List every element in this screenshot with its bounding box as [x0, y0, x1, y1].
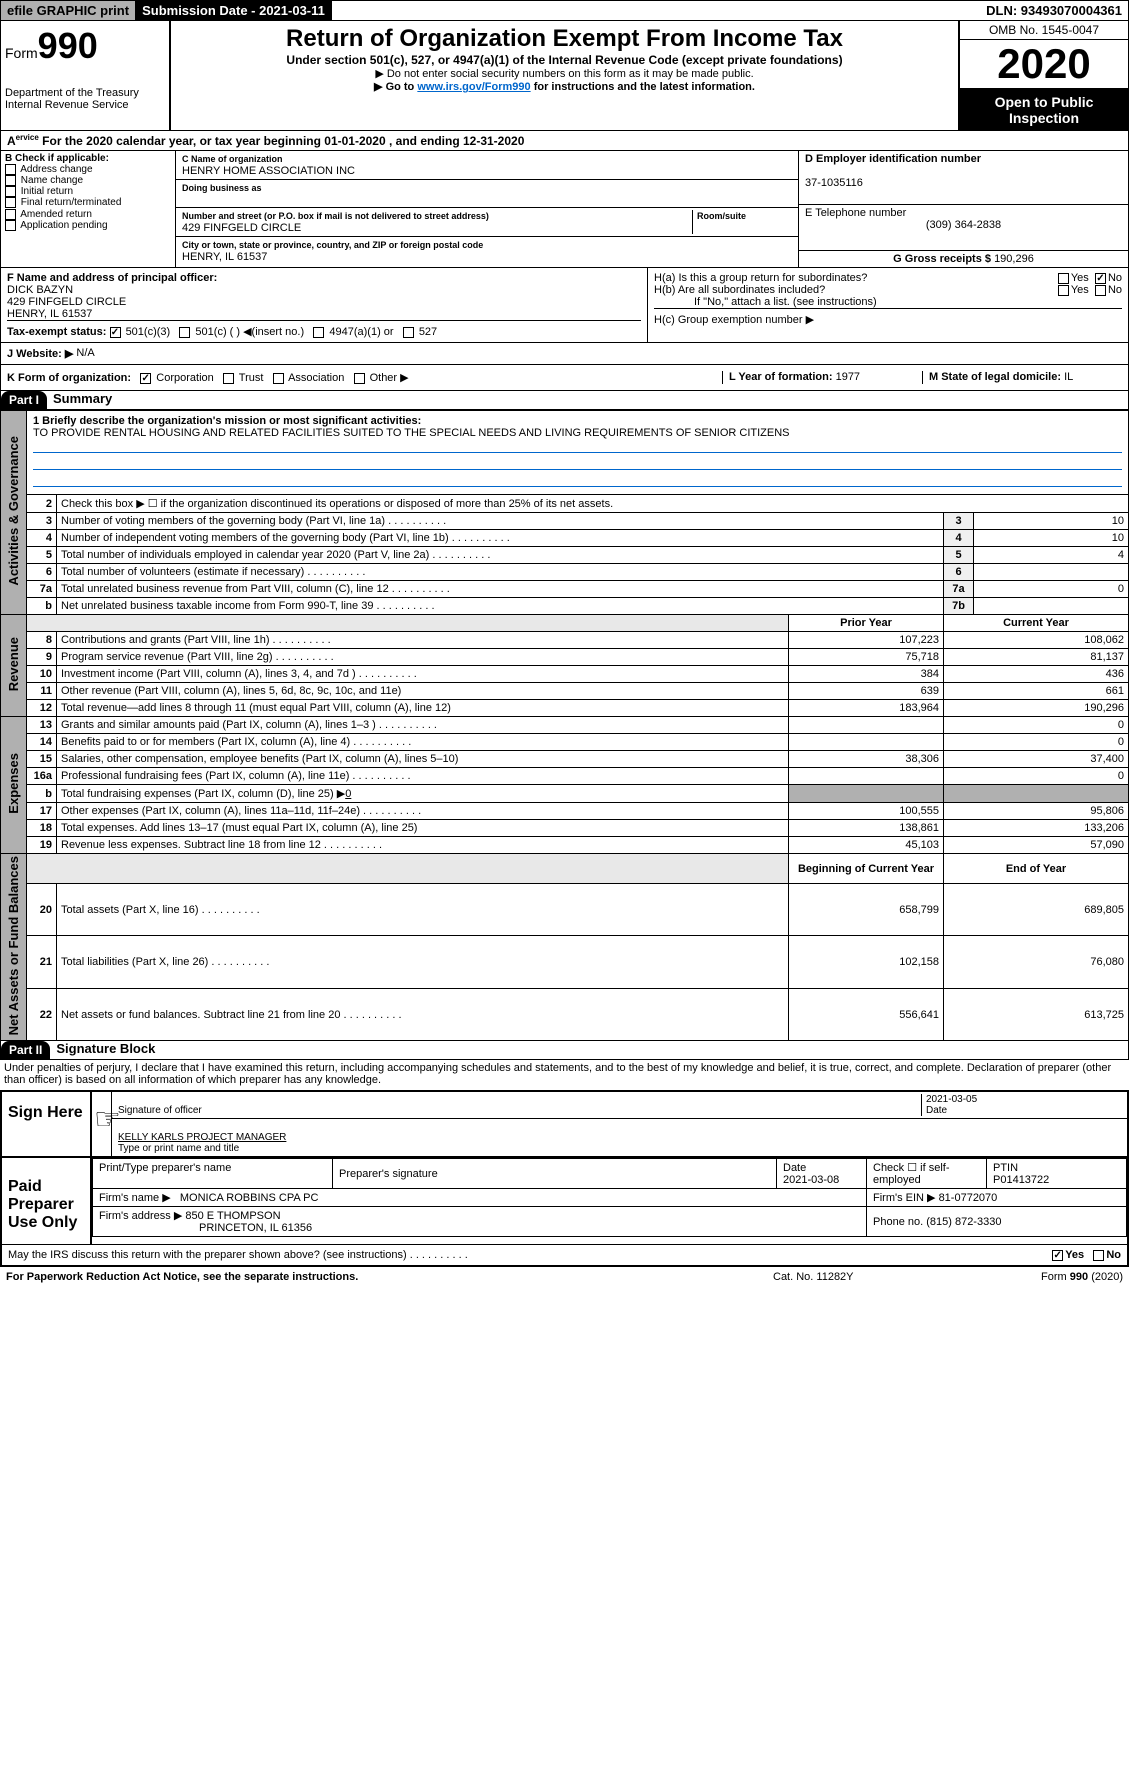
irs: Internal Revenue Service [5, 99, 165, 111]
box-m: M State of legal domicile: IL [922, 371, 1122, 384]
address-row: Number and street (or P.O. box if mail i… [176, 208, 798, 237]
tab-expenses: Expenses [1, 717, 27, 854]
officer-section: F Name and address of principal officer:… [0, 268, 1129, 343]
submission-date: Submission Date - 2021-03-11 [136, 1, 332, 20]
phone-row: E Telephone number (309) 364-2838 [799, 205, 1128, 251]
summary-table: Activities & Governance 1 Briefly descri… [0, 410, 1129, 1041]
irs-link[interactable]: www.irs.gov/Form990 [417, 81, 530, 93]
box-i: Tax-exempt status: 501(c)(3) 501(c) ( ) … [7, 320, 641, 338]
tab-netassets: Net Assets or Fund Balances [1, 854, 27, 1041]
discuss-row: May the IRS discuss this return with the… [2, 1244, 1127, 1265]
dba-row: Doing business as [176, 180, 798, 208]
box-h: H(a) Is this a group return for subordin… [648, 268, 1128, 342]
tax-year: 2020 [960, 40, 1128, 90]
efile-button[interactable]: efile GRAPHIC print [1, 1, 136, 20]
note-ssn: ▶ Do not enter social security numbers o… [191, 67, 938, 80]
box-f: F Name and address of principal officer:… [7, 272, 641, 320]
form-subtitle: Under section 501(c), 527, or 4947(a)(1)… [191, 53, 938, 67]
org-name-row: C Name of organization HENRY HOME ASSOCI… [176, 151, 798, 180]
part1-header: Part ISummary [0, 391, 1129, 410]
form-header: Form990 Department of the Treasury Inter… [0, 21, 1129, 131]
page-footer: For Paperwork Reduction Act Notice, see … [0, 1267, 1129, 1287]
gross-receipts: G Gross receipts $ 190,296 [799, 251, 1128, 267]
form-title: Return of Organization Exempt From Incom… [191, 25, 938, 53]
dept: Department of the Treasury [5, 87, 165, 99]
box-b: B Check if applicable: Address change Na… [1, 151, 176, 267]
box-k: K Form of organization: Corporation Trus… [0, 365, 1129, 391]
sign-here-label: Sign Here [2, 1092, 92, 1156]
part2-header: Part IISignature Block [0, 1041, 1129, 1060]
form-number: Form990 [5, 25, 165, 67]
ein-row: D Employer identification number 37-1035… [799, 151, 1128, 205]
box-l: L Year of formation: 1977 [722, 371, 922, 384]
signature-block: Sign Here ☞ Signature of officer2021-03-… [0, 1090, 1129, 1267]
city-row: City or town, state or province, country… [176, 237, 798, 265]
tab-revenue: Revenue [1, 615, 27, 717]
preparer-table: Print/Type preparer's name Preparer's si… [92, 1158, 1127, 1237]
open-to-public: Open to PublicInspection [960, 90, 1128, 130]
perjury-text: Under penalties of perjury, I declare th… [0, 1060, 1129, 1088]
dln: DLN: 93493070004361 [980, 1, 1128, 20]
line-a: Aervice For the 2020 calendar year, or t… [0, 131, 1129, 151]
501c3-checkbox[interactable] [110, 327, 121, 338]
org-name: HENRY HOME ASSOCIATION INC [182, 165, 355, 177]
mission-text: TO PROVIDE RENTAL HOUSING AND RELATED FA… [33, 427, 790, 439]
paid-preparer-label: Paid Preparer Use Only [2, 1158, 92, 1244]
omb-number: OMB No. 1545-0047 [960, 21, 1128, 40]
note-link: ▶ Go to www.irs.gov/Form990 for instruct… [191, 80, 938, 93]
entity-section: B Check if applicable: Address change Na… [0, 151, 1129, 268]
top-bar: efile GRAPHIC print Submission Date - 20… [0, 0, 1129, 21]
box-j: J Website: ▶ N/A [0, 343, 1129, 365]
tab-governance: Activities & Governance [1, 411, 27, 615]
